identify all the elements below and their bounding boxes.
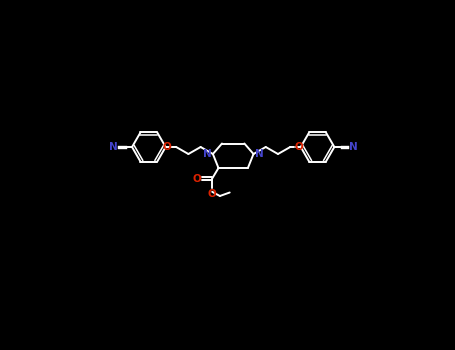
Text: N: N: [254, 149, 263, 159]
Text: O: O: [295, 142, 303, 152]
Text: O: O: [208, 189, 217, 199]
Text: N: N: [349, 142, 358, 152]
Text: N: N: [109, 142, 118, 152]
Text: O: O: [163, 142, 172, 152]
Text: N: N: [203, 149, 212, 159]
Text: O: O: [192, 174, 201, 183]
